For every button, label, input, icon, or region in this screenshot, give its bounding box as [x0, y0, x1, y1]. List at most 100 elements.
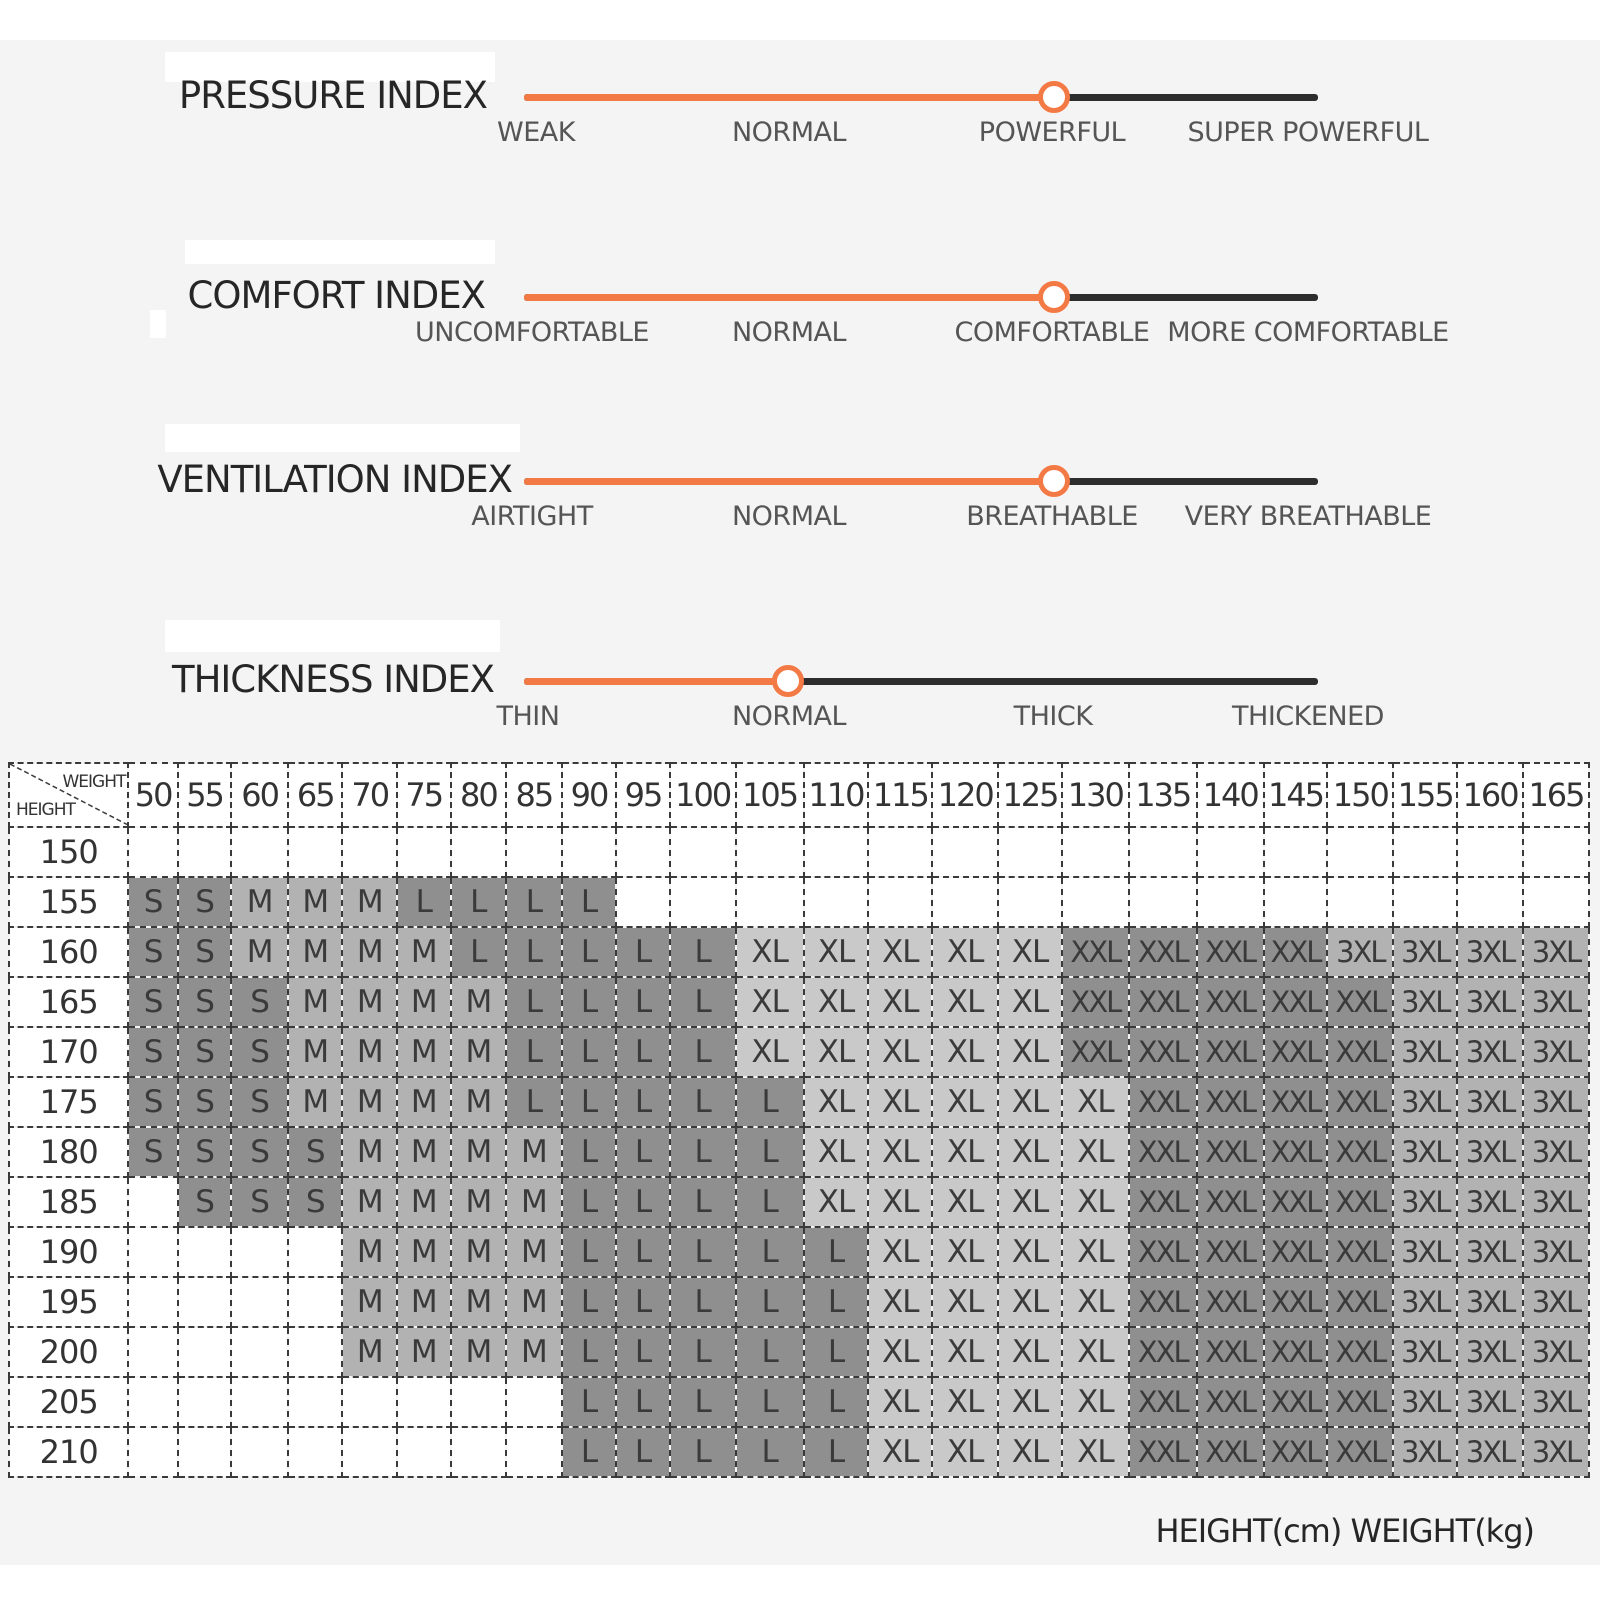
size-cell: XXL — [1195, 1076, 1265, 1128]
size-cell: S — [230, 976, 289, 1028]
size-cell: S — [176, 1076, 233, 1128]
size-cell: L — [560, 1376, 618, 1428]
size-cell: 3XL — [1521, 1376, 1591, 1428]
size-cell: L — [615, 1326, 671, 1378]
size-cell: XXL — [1195, 1326, 1265, 1378]
size-cell: L — [668, 1276, 737, 1328]
size-cell — [997, 876, 1063, 928]
weight-header-150: 150 — [1326, 762, 1395, 828]
size-cell — [127, 1376, 179, 1428]
size-cell: XL — [734, 976, 805, 1028]
size-cell: 3XL — [1392, 1326, 1459, 1378]
size-cell — [931, 826, 1000, 878]
size-cell — [1456, 876, 1524, 928]
size-cell: L — [615, 976, 671, 1028]
table-row: 205 L L L L L XL XL XL XL XXL XXL XXL XXL 3XL 3XL 3XL — [7, 1376, 1591, 1428]
weight-header-90: 90 — [560, 762, 618, 828]
weight-header-125: 125 — [997, 762, 1063, 828]
table-row: 165 S S S M M M M L L L L XL XL XL XL XL XXL XXL XXL XXL XXL 3… — [7, 976, 1591, 1028]
size-cell: L — [615, 1426, 671, 1478]
size-cell: XXL — [1195, 1376, 1265, 1428]
size-cell: XL — [867, 1376, 934, 1428]
size-cell: M — [505, 1126, 563, 1178]
size-cell: 3XL — [1326, 926, 1395, 978]
size-cell: XXL — [1195, 926, 1265, 978]
size-cell: L — [668, 1226, 737, 1278]
size-cell: L — [560, 1026, 618, 1078]
size-cell: XXL — [1127, 1276, 1198, 1328]
weight-header-155: 155 — [1392, 762, 1459, 828]
size-cell: XXL — [1326, 1126, 1395, 1178]
weight-header-120: 120 — [931, 762, 1000, 828]
size-cell — [230, 1226, 289, 1278]
size-cell: XL — [1060, 1376, 1130, 1428]
weight-header-105: 105 — [734, 762, 805, 828]
size-cell: XL — [867, 1326, 934, 1378]
size-cell: XXL — [1127, 1426, 1198, 1478]
weight-header-60: 60 — [230, 762, 289, 828]
title-strip — [150, 310, 166, 338]
size-cell: M — [230, 926, 289, 978]
size-cell: 3XL — [1521, 1026, 1591, 1078]
size-cell: M — [286, 976, 344, 1028]
size-cell: 3XL — [1392, 1176, 1459, 1228]
thickness-scale-thin: THIN — [496, 701, 560, 732]
height-label: 190 — [7, 1226, 130, 1278]
ventilation-index-fill — [524, 478, 1054, 485]
size-cell: 3XL — [1456, 1176, 1524, 1228]
size-cell — [734, 826, 805, 878]
size-cell: L — [668, 1376, 737, 1428]
size-cell: M — [286, 876, 344, 928]
weight-header-75: 75 — [396, 762, 452, 828]
size-cell: 3XL — [1521, 1076, 1591, 1128]
size-cell: XL — [931, 976, 1000, 1028]
size-cell: M — [449, 1026, 508, 1078]
size-cell: 3XL — [1521, 1426, 1591, 1478]
comfort-scale-comfortable: COMFORTABLE — [954, 317, 1150, 348]
size-cell: S — [230, 1026, 289, 1078]
size-cell: XL — [997, 926, 1063, 978]
size-cell: L — [505, 1026, 563, 1078]
size-cell: XXL — [1195, 1126, 1265, 1178]
corner-weight-label: WEIGHT — [62, 772, 126, 792]
size-cell: L — [560, 1176, 618, 1228]
size-cell: L — [668, 976, 737, 1028]
size-cell — [931, 876, 1000, 928]
size-cell: XL — [867, 1176, 934, 1228]
pressure-scale-super-powerful: SUPER POWERFUL — [1187, 117, 1429, 148]
size-cell: M — [286, 1026, 344, 1078]
weight-header-95: 95 — [615, 762, 671, 828]
comfort-index-slider — [524, 281, 1318, 313]
size-cell: L — [668, 1426, 737, 1478]
size-cell: XL — [997, 1126, 1063, 1178]
thickness-scale-thickened: THICKENED — [1232, 701, 1384, 732]
size-cell — [1195, 826, 1265, 878]
size-cell: S — [176, 876, 233, 928]
size-cell: XL — [867, 1076, 934, 1128]
size-cell: 3XL — [1456, 926, 1524, 978]
size-cell: M — [505, 1276, 563, 1328]
size-cell: XXL — [1127, 1376, 1198, 1428]
size-cell: 3XL — [1456, 1426, 1524, 1478]
thickness-scale-thick: THICK — [1013, 701, 1093, 732]
pressure-index-fill — [524, 94, 1054, 101]
size-cell: XL — [997, 976, 1063, 1028]
size-cell: S — [127, 976, 179, 1028]
size-cell — [802, 876, 870, 928]
title-strip — [165, 424, 520, 452]
table-row: 180 S S S S M M M M L L L L XL XL XL XL XL XXL XXL XXL XXL 3XL… — [7, 1126, 1591, 1178]
size-cell: 3XL — [1521, 1226, 1591, 1278]
size-cell: M — [396, 1076, 452, 1128]
size-cell — [449, 826, 508, 878]
size-cell: M — [341, 1326, 399, 1378]
size-cell — [127, 1276, 179, 1328]
size-cell: M — [396, 1326, 452, 1378]
size-cell — [997, 826, 1063, 878]
size-cell — [867, 826, 934, 878]
size-cell: M — [341, 1276, 399, 1328]
size-cell: 3XL — [1521, 1176, 1591, 1228]
size-cell — [802, 826, 870, 878]
size-cell: XL — [931, 1376, 1000, 1428]
size-cell: L — [668, 1326, 737, 1378]
size-cell: M — [396, 1026, 452, 1078]
